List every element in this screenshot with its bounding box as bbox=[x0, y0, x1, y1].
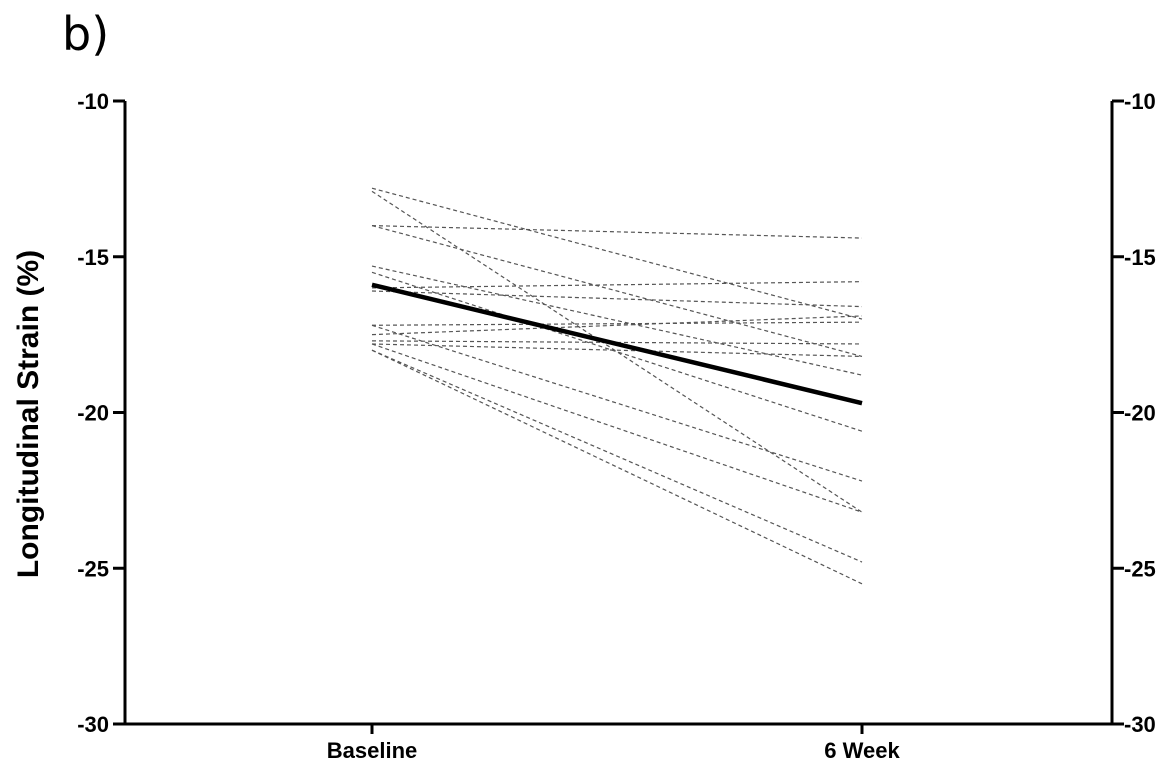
subject-line bbox=[371, 190, 863, 513]
subject-line bbox=[371, 349, 863, 563]
axis-frame bbox=[123, 101, 1114, 726]
mean-line-group bbox=[371, 282, 863, 406]
y-tick-label-left: -15 bbox=[77, 245, 109, 270]
subject-line bbox=[371, 225, 863, 358]
axes bbox=[123, 101, 1114, 726]
subject-line bbox=[371, 324, 863, 482]
mean-line bbox=[371, 282, 863, 406]
subject-line bbox=[371, 343, 863, 513]
panel-label: b) bbox=[62, 7, 109, 61]
y-tick-label-right: -20 bbox=[1124, 401, 1156, 426]
y-tick-label-right: -10 bbox=[1124, 89, 1156, 114]
x-tick-label: Baseline bbox=[327, 738, 418, 763]
y-tick-label-right: -30 bbox=[1124, 712, 1156, 737]
y-tick-label-right: -25 bbox=[1124, 556, 1156, 581]
x-ticks: Baseline 6 Week bbox=[327, 724, 900, 763]
y-tick-label-left: -10 bbox=[77, 89, 109, 114]
subject-line bbox=[371, 281, 863, 289]
subject-line bbox=[371, 315, 863, 336]
y-tick-label-right: -15 bbox=[1124, 245, 1156, 270]
subject-line bbox=[371, 290, 863, 308]
subject-line bbox=[371, 187, 863, 320]
subject-line bbox=[371, 225, 863, 239]
subject-line bbox=[371, 343, 863, 358]
y-ticks: -10 -10 -15 -15 -20 -20 -25 -25 -30 -30 bbox=[77, 89, 1156, 737]
y-axis-title: Longitudinal Strain (%) bbox=[12, 250, 45, 578]
individual-lines bbox=[371, 187, 863, 585]
subject-line bbox=[371, 321, 863, 326]
y-tick-label-left: -30 bbox=[77, 712, 109, 737]
subject-line bbox=[371, 271, 863, 432]
y-tick-label-left: -20 bbox=[77, 401, 109, 426]
y-tick-label-left: -25 bbox=[77, 556, 109, 581]
x-tick-label: 6 Week bbox=[824, 738, 900, 763]
